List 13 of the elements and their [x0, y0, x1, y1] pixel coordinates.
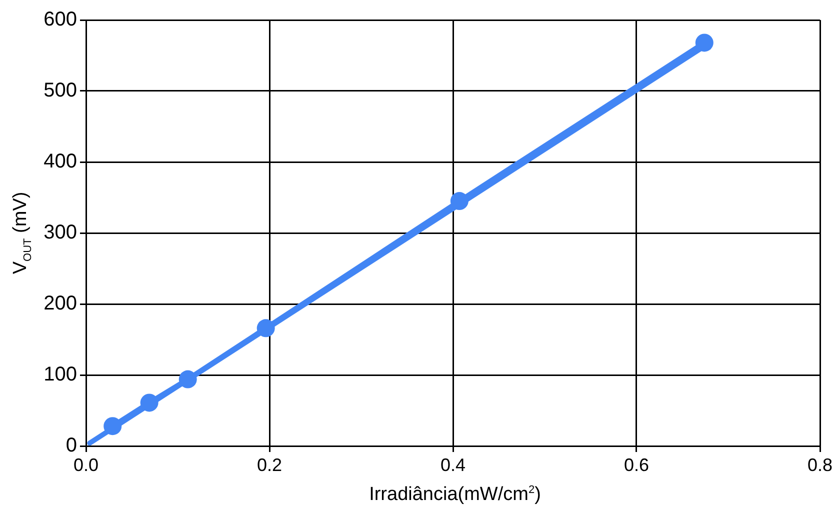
x-tick-label: 0.6	[624, 454, 650, 475]
x-axis-title: Irradiância(mW/cm$^{2}$)	[369, 484, 541, 506]
y-tick-label: 100	[44, 364, 77, 386]
y-tick-label: 0	[66, 434, 77, 457]
y-tick-label: 300	[44, 222, 77, 244]
y-tick-label: 200	[44, 292, 77, 315]
x-tick-label: 0.2	[256, 454, 282, 475]
y-tick-label: 400	[44, 150, 77, 173]
x-tick-label: 0.8	[807, 454, 833, 475]
y-tick-label: 600	[44, 8, 77, 31]
x-tick-label: 0.0	[73, 454, 99, 475]
x-tick-label: 0.4	[440, 454, 466, 475]
y-tick-label: 500	[44, 80, 77, 102]
